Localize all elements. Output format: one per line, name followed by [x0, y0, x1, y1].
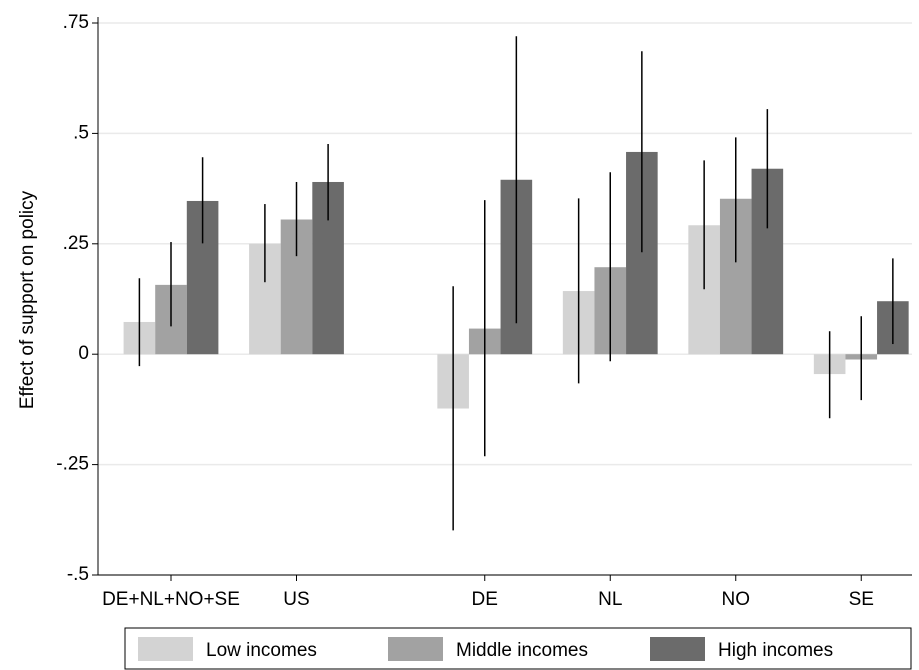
legend-label: Middle incomes	[456, 640, 588, 661]
y-tick-label: -.5	[67, 564, 89, 585]
legend-label: High incomes	[718, 640, 833, 661]
legend-swatch	[388, 637, 443, 661]
y-tick-label: .25	[63, 233, 89, 254]
legend-swatch	[138, 637, 193, 661]
x-tick-label: DE	[472, 589, 498, 610]
y-tick-label: .5	[73, 122, 89, 143]
x-tick-label: SE	[849, 589, 874, 610]
y-tick-label: .75	[63, 12, 89, 33]
x-tick-label: US	[283, 589, 309, 610]
y-tick-label: 0	[78, 343, 89, 364]
x-tick-label: NL	[598, 589, 622, 610]
legend-label: Low incomes	[206, 640, 317, 661]
y-tick-label: -.25	[56, 454, 89, 475]
x-tick-label: DE+NL+NO+SE	[102, 589, 240, 610]
y-axis-label: Effect of support on policy	[17, 190, 38, 409]
x-tick-label: NO	[722, 589, 751, 610]
legend-swatch	[650, 637, 705, 661]
legend-box	[124, 627, 912, 670]
